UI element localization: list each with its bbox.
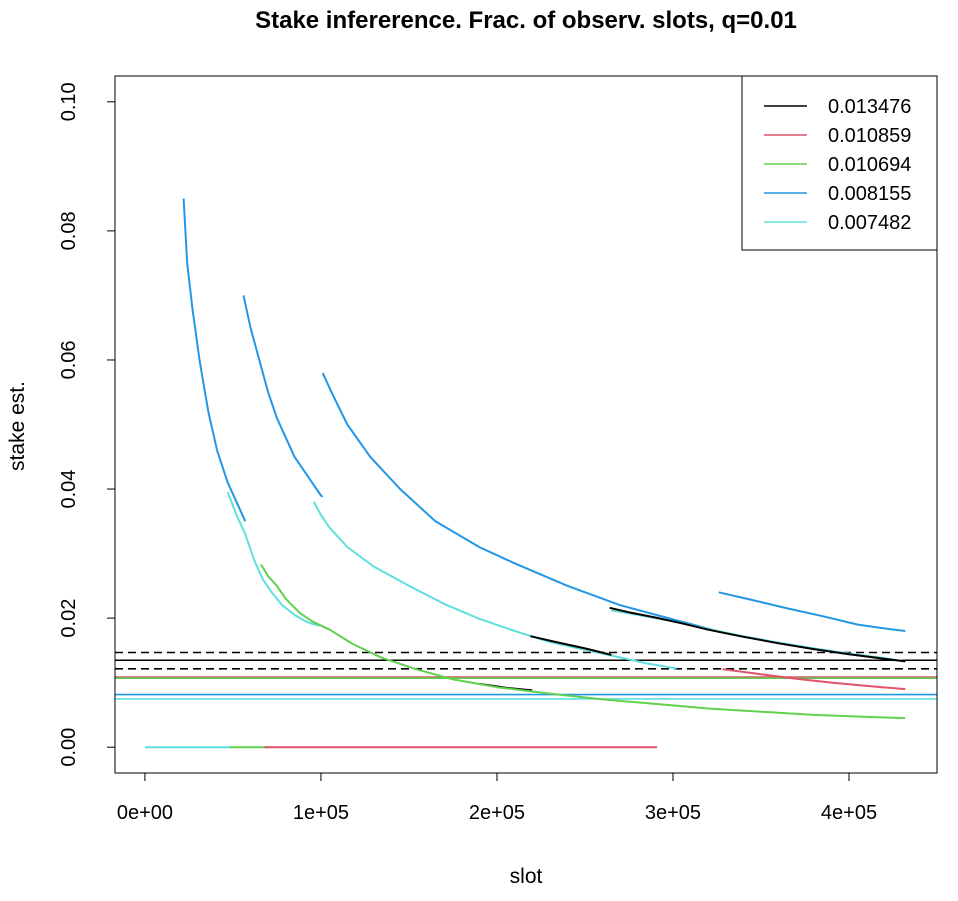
y-tick-label: 0.04	[58, 470, 80, 509]
legend-label: 0.007482	[828, 212, 911, 234]
x-axis-label: slot	[510, 865, 543, 888]
y-axis: 0.00 0.02 0.04 0.06 0.08 0.10	[58, 82, 116, 767]
legend-box	[741, 75, 938, 251]
x-tick-label: 3e+05	[645, 802, 701, 824]
y-tick-label: 0.08	[58, 211, 80, 250]
legend-label: 0.013476	[828, 96, 911, 118]
series-line	[260, 563, 906, 720]
x-axis: 0e+00 1e+05 2e+05 3e+05 4e+05	[117, 772, 877, 824]
y-tick-label: 0.10	[58, 82, 80, 121]
plot-frame	[114, 75, 938, 774]
x-tick-label: 0e+00	[117, 802, 173, 824]
reference-lines	[115, 651, 937, 700]
series-line	[226, 491, 320, 627]
series-line	[722, 668, 906, 691]
x-tick-label: 1e+05	[293, 802, 349, 824]
legend-label: 0.008155	[828, 183, 911, 205]
legend: 0.013476 0.010859 0.010694 0.008155 0.007482	[741, 75, 938, 251]
series-line	[718, 591, 906, 632]
y-tick-label: 0.06	[58, 340, 80, 379]
x-tick-label: 4e+05	[821, 802, 877, 824]
series-line	[242, 295, 324, 498]
series-lines	[144, 198, 906, 749]
series-line	[321, 372, 718, 632]
chart-title: Stake infererence. Frac. of observ. slot…	[255, 7, 797, 34]
series-line	[313, 501, 677, 670]
y-axis-label: stake est.	[6, 381, 29, 471]
y-tick-label: 0.02	[58, 599, 80, 638]
series-line	[609, 606, 906, 663]
series-line	[530, 635, 612, 656]
y-tick-label: 0.00	[58, 728, 80, 767]
legend-label: 0.010859	[828, 125, 911, 147]
x-tick-label: 2e+05	[469, 802, 525, 824]
series-line	[182, 198, 247, 522]
legend-label: 0.010694	[828, 154, 911, 176]
